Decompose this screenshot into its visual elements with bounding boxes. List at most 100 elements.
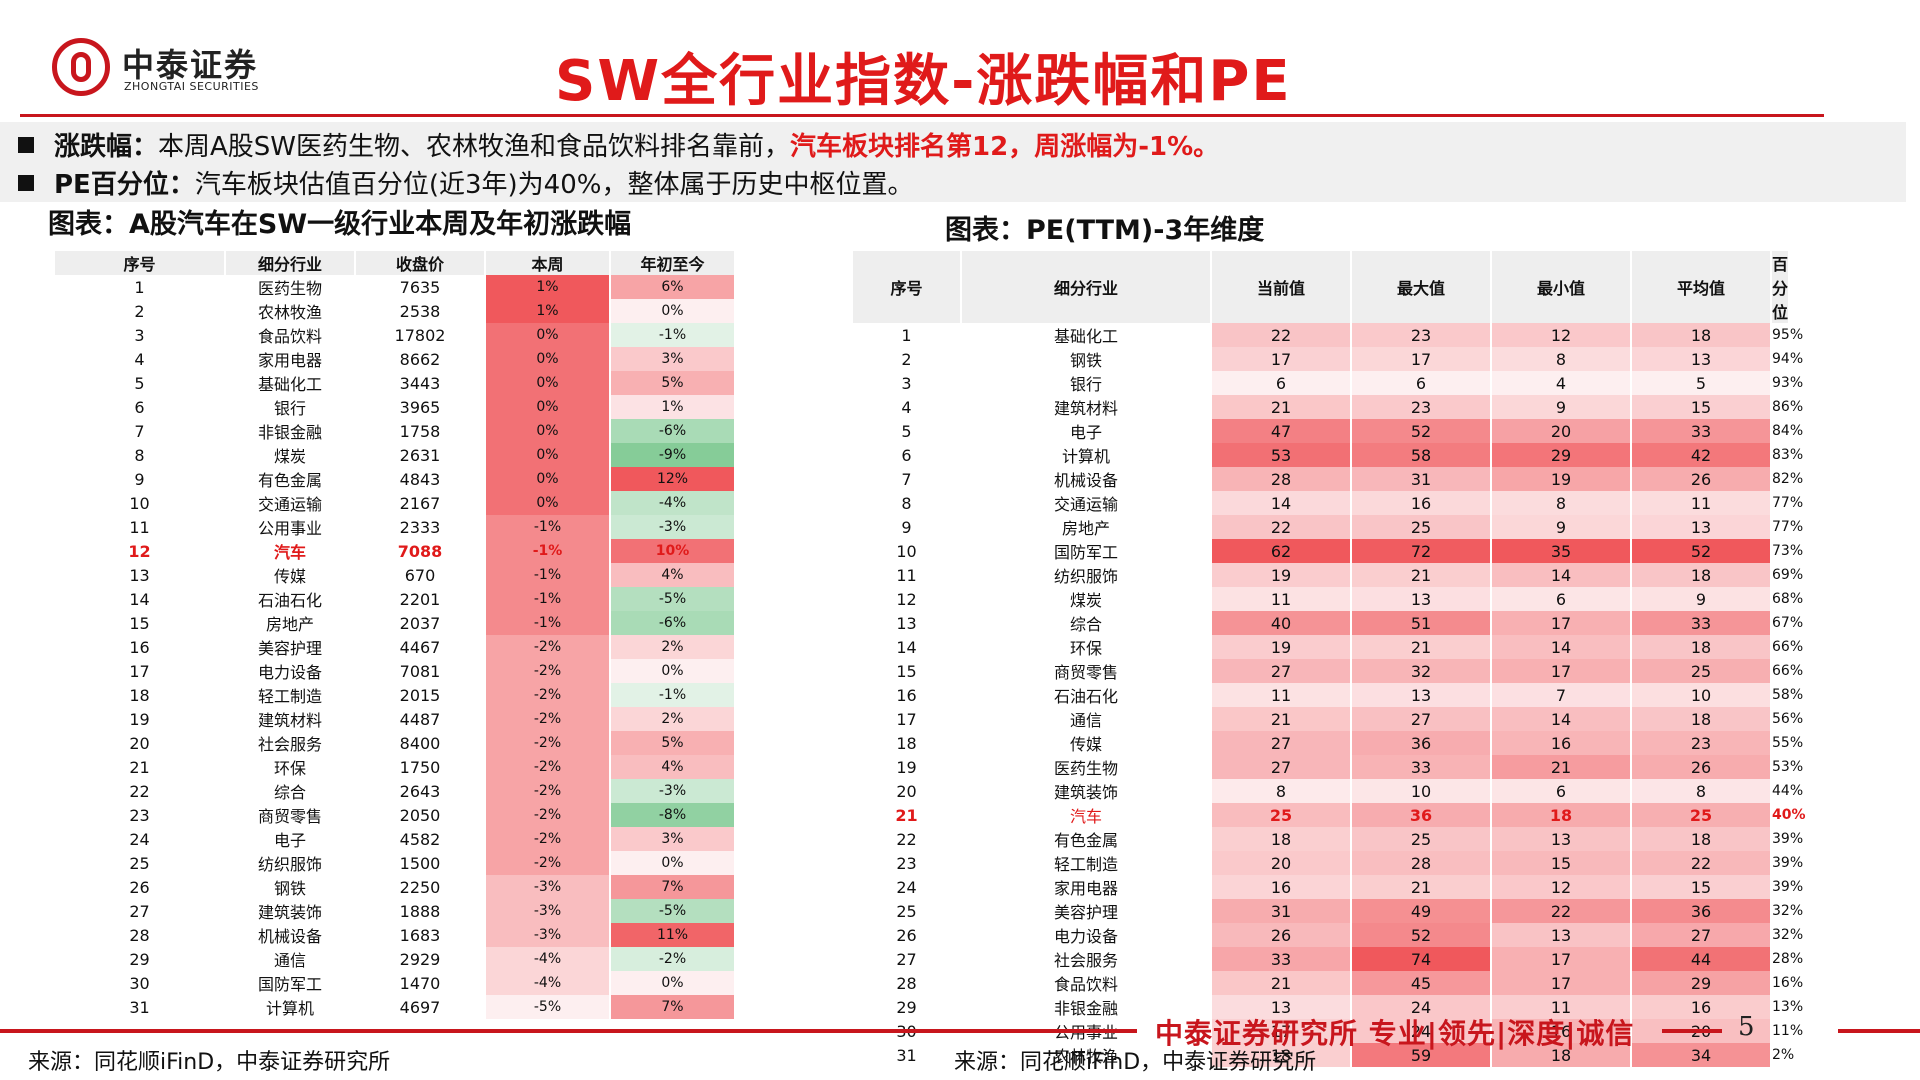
pe-percentile: 58%: [1771, 683, 1803, 707]
bullet-pe: PE百分位：汽车板块估值百分位(近3年)为40%，整体属于历史中枢位置。: [18, 164, 913, 201]
pe-percentile: 40%: [1771, 803, 1806, 827]
table-row: 14 石油石化 2201 -1% -5%: [55, 587, 736, 611]
row-index: 20: [853, 779, 962, 803]
table-row: 13 传媒 670 -1% 4%: [55, 563, 736, 587]
table-row: 7 机械设备 28 31 19 26 82%: [853, 467, 1803, 491]
table-row: 16 石油石化 11 13 7 10 58%: [853, 683, 1803, 707]
pe-min: 18: [1491, 803, 1632, 827]
ytd-change: 12%: [610, 467, 736, 491]
row-index: 19: [55, 707, 226, 731]
pe-min: 9: [1491, 515, 1632, 539]
pe-percentile: 39%: [1771, 875, 1803, 899]
pe-max: 32: [1351, 659, 1492, 683]
row-index: 17: [853, 707, 962, 731]
close-price: 3965: [355, 395, 486, 419]
pe-average: 5: [1631, 371, 1772, 395]
row-index: 14: [55, 587, 226, 611]
industry-name: 计算机: [961, 443, 1212, 467]
pe-current: 16: [1211, 875, 1352, 899]
pe-min: 18: [1491, 1043, 1632, 1067]
pe-current: 27: [1211, 755, 1352, 779]
pe-percentile: 32%: [1771, 899, 1803, 923]
pe-min: 20: [1491, 419, 1632, 443]
industry-name: 汽车: [225, 539, 356, 563]
pe-current: 19: [1211, 635, 1352, 659]
pe-max: 23: [1351, 395, 1492, 419]
pe-current: 21: [1211, 971, 1352, 995]
ytd-change: 4%: [610, 755, 736, 779]
pe-max: 25: [1351, 515, 1492, 539]
table-row: 15 房地产 2037 -1% -6%: [55, 611, 736, 635]
industry-name: 煤炭: [961, 587, 1212, 611]
close-price: 4487: [355, 707, 486, 731]
industry-name: 商贸零售: [225, 803, 356, 827]
pe-max: 28: [1351, 851, 1492, 875]
week-change: -3%: [485, 923, 611, 947]
ytd-change: -6%: [610, 611, 736, 635]
week-change: 0%: [485, 371, 611, 395]
row-index: 14: [853, 635, 962, 659]
week-change: -5%: [485, 995, 611, 1019]
industry-name: 基础化工: [225, 371, 356, 395]
table-row: 7 非银金融 1758 0% -6%: [55, 419, 736, 443]
pe-min: 8: [1491, 347, 1632, 371]
close-price: 4582: [355, 827, 486, 851]
week-change: 0%: [485, 491, 611, 515]
industry-name: 非银金融: [225, 419, 356, 443]
pe-percentile: 73%: [1771, 539, 1803, 563]
week-change: -3%: [485, 875, 611, 899]
footer-rule-mid: [1662, 1029, 1722, 1033]
industry-name: 交通运输: [961, 491, 1212, 515]
industry-name: 家用电器: [961, 875, 1212, 899]
pe-average: 18: [1631, 827, 1772, 851]
pe-average: 15: [1631, 395, 1772, 419]
pe-max: 52: [1351, 419, 1492, 443]
pe-percentile: 69%: [1771, 563, 1803, 587]
pe-current: 18: [1211, 827, 1352, 851]
pe-max: 21: [1351, 875, 1492, 899]
pe-max: 25: [1351, 827, 1492, 851]
table-row: 31 计算机 4697 -5% 7%: [55, 995, 736, 1019]
right-header-6: 百分位: [1771, 251, 1790, 323]
pe-average: 10: [1631, 683, 1772, 707]
row-index: 27: [853, 947, 962, 971]
row-index: 9: [853, 515, 962, 539]
left-header-3: 本周: [485, 251, 611, 275]
table-row: 8 交通运输 14 16 8 11 77%: [853, 491, 1803, 515]
ytd-change: -2%: [610, 947, 736, 971]
table-row: 11 纺织服饰 19 21 14 18 69%: [853, 563, 1803, 587]
pe-average: 16: [1631, 995, 1772, 1019]
logo-en-text: ZHONGTAI SECURITIES: [124, 80, 259, 93]
pe-current: 27: [1211, 731, 1352, 755]
industry-name: 交通运输: [225, 491, 356, 515]
pe-percentile: 53%: [1771, 755, 1803, 779]
pe-average: 18: [1631, 635, 1772, 659]
pe-max: 58: [1351, 443, 1492, 467]
week-change: -2%: [485, 779, 611, 803]
weekly-change-table: 序号 细分行业 收盘价 本周 年初至今 1 医药生物 7635 1% 6% 2 农林牧渔 2538 1%…: [55, 251, 736, 1019]
pe-min: 13: [1491, 827, 1632, 851]
table-row: 12 汽车 7088 -1% 10%: [55, 539, 736, 563]
industry-name: 医药生物: [961, 755, 1212, 779]
ytd-change: 1%: [610, 395, 736, 419]
industry-name: 传媒: [225, 563, 356, 587]
table-row: 26 电力设备 26 52 13 27 32%: [853, 923, 1803, 947]
table-row: 31 农林牧渔 18 59 18 34 2%: [853, 1043, 1794, 1067]
industry-name: 计算机: [225, 995, 356, 1019]
close-price: 1750: [355, 755, 486, 779]
pe-average: 52: [1631, 539, 1772, 563]
pe-current: 8: [1211, 779, 1352, 803]
industry-name: 石油石化: [225, 587, 356, 611]
table-row: 28 机械设备 1683 -3% 11%: [55, 923, 736, 947]
pe-current: 13: [1211, 995, 1352, 1019]
row-index: 7: [853, 467, 962, 491]
pe-current: 19: [1211, 563, 1352, 587]
pe-max: 27: [1351, 707, 1492, 731]
pe-average: 27: [1631, 923, 1772, 947]
pe-min: 17: [1491, 659, 1632, 683]
pe-max: 49: [1351, 899, 1492, 923]
pe-average: 18: [1631, 707, 1772, 731]
ytd-change: 11%: [610, 923, 736, 947]
pe-average: 44: [1631, 947, 1772, 971]
table-row: 14 环保 19 21 14 18 66%: [853, 635, 1803, 659]
